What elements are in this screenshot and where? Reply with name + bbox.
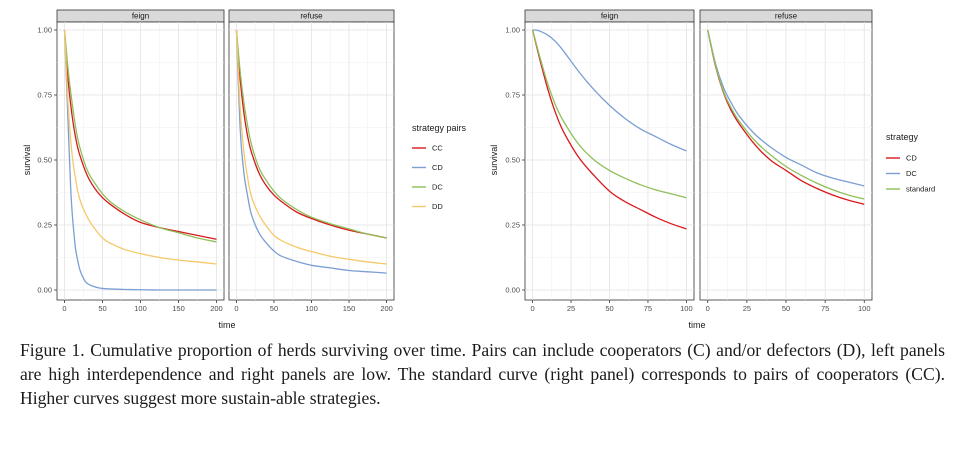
legend-label-dc: DC <box>906 169 917 178</box>
x-tick-label: 200 <box>210 304 223 313</box>
y-tick-label: 0.75 <box>505 91 520 100</box>
series-line-cd-feign <box>531 29 687 230</box>
figure-caption: Figure 1. Cumulative proportion of herds… <box>20 340 945 408</box>
x-tick-label: 50 <box>605 304 613 313</box>
legend-label-dc: DC <box>432 183 443 192</box>
y-tick-label: 0.00 <box>505 286 520 295</box>
x-tick-label: 0 <box>234 304 238 313</box>
x-tick-label: 0 <box>531 304 535 313</box>
y-axis-title: survival <box>489 145 499 176</box>
series-line-standard-feign <box>531 29 687 199</box>
panel-refuse: refuse 0 50 100 150 200 <box>228 9 395 313</box>
panel-refuse: refuse 0 25 50 75 100 <box>699 9 873 313</box>
x-tick-label: 150 <box>343 304 356 313</box>
series-line-dc-feign <box>532 29 687 152</box>
facet-label: refuse <box>300 12 323 21</box>
x-tick-label: 75 <box>821 304 829 313</box>
x-tick-label: 100 <box>305 304 318 313</box>
figure: feign 0 50 100 150 200 0.00 0.25 0.50 0.75 1.00 ref… <box>22 9 935 330</box>
x-tick-label: 75 <box>644 304 652 313</box>
legend-label-standard: standard <box>906 185 935 194</box>
series-line-dc-refuse <box>707 29 865 187</box>
legend: strategy CD DC standard <box>886 132 935 194</box>
chart-2: feign 0 25 50 75 100 0.00 0.25 0.50 0.75 1.00 refus… <box>489 9 935 330</box>
series-line-cc-refuse <box>235 29 387 239</box>
series-line-dd-refuse <box>235 29 387 265</box>
y-tick-label: 0.50 <box>37 156 52 165</box>
legend-label-cd: CD <box>432 163 443 172</box>
series-line-dc-feign <box>63 29 217 243</box>
x-tick-label: 200 <box>380 304 393 313</box>
facet-label: refuse <box>775 12 798 21</box>
x-tick-label: 100 <box>680 304 693 313</box>
y-tick-label: 0.00 <box>37 286 52 295</box>
y-tick-label: 0.50 <box>505 156 520 165</box>
x-tick-label: 150 <box>172 304 185 313</box>
legend-label-cd: CD <box>906 154 917 163</box>
x-tick-label: 50 <box>782 304 790 313</box>
x-tick-label: 0 <box>62 304 66 313</box>
legend-label-cc: CC <box>432 144 443 153</box>
x-tick-label: 100 <box>134 304 147 313</box>
panel-feign: feign 0 25 50 75 100 0.00 0.25 0.50 0.75 1.00 <box>505 9 695 313</box>
panel-feign: feign 0 50 100 150 200 0.00 0.25 0.50 0.75 1.00 <box>37 9 225 313</box>
series-line-cd-feign <box>63 29 217 291</box>
x-tick-label: 50 <box>270 304 278 313</box>
y-tick-label: 0.75 <box>37 91 52 100</box>
x-tick-label: 25 <box>743 304 751 313</box>
series-line-standard-refuse <box>707 29 865 200</box>
legend-label-dd: DD <box>432 202 443 211</box>
legend-title: strategy pairs <box>412 123 467 133</box>
facet-label: feign <box>132 12 149 21</box>
x-axis-title: time <box>218 320 235 330</box>
facet-label: feign <box>601 12 618 21</box>
series-line-cd-refuse <box>235 29 387 274</box>
legend: strategy pairs CC CD DC DD <box>412 123 467 211</box>
series-line-dc-refuse <box>235 29 387 239</box>
y-axis-title: survival <box>22 145 32 176</box>
x-tick-label: 50 <box>98 304 106 313</box>
x-tick-label: 0 <box>706 304 710 313</box>
y-tick-label: 0.25 <box>505 221 520 230</box>
series-line-dd-feign <box>63 29 217 265</box>
y-tick-label: 0.25 <box>37 221 52 230</box>
chart-1: feign 0 50 100 150 200 0.00 0.25 0.50 0.75 1.00 ref… <box>22 9 467 330</box>
x-tick-label: 100 <box>858 304 871 313</box>
y-tick-label: 1.00 <box>37 26 52 35</box>
y-tick-label: 1.00 <box>505 26 520 35</box>
x-axis-title: time <box>688 320 705 330</box>
series-line-cc-feign <box>63 29 217 240</box>
legend-title: strategy <box>886 132 919 142</box>
x-tick-label: 25 <box>567 304 575 313</box>
